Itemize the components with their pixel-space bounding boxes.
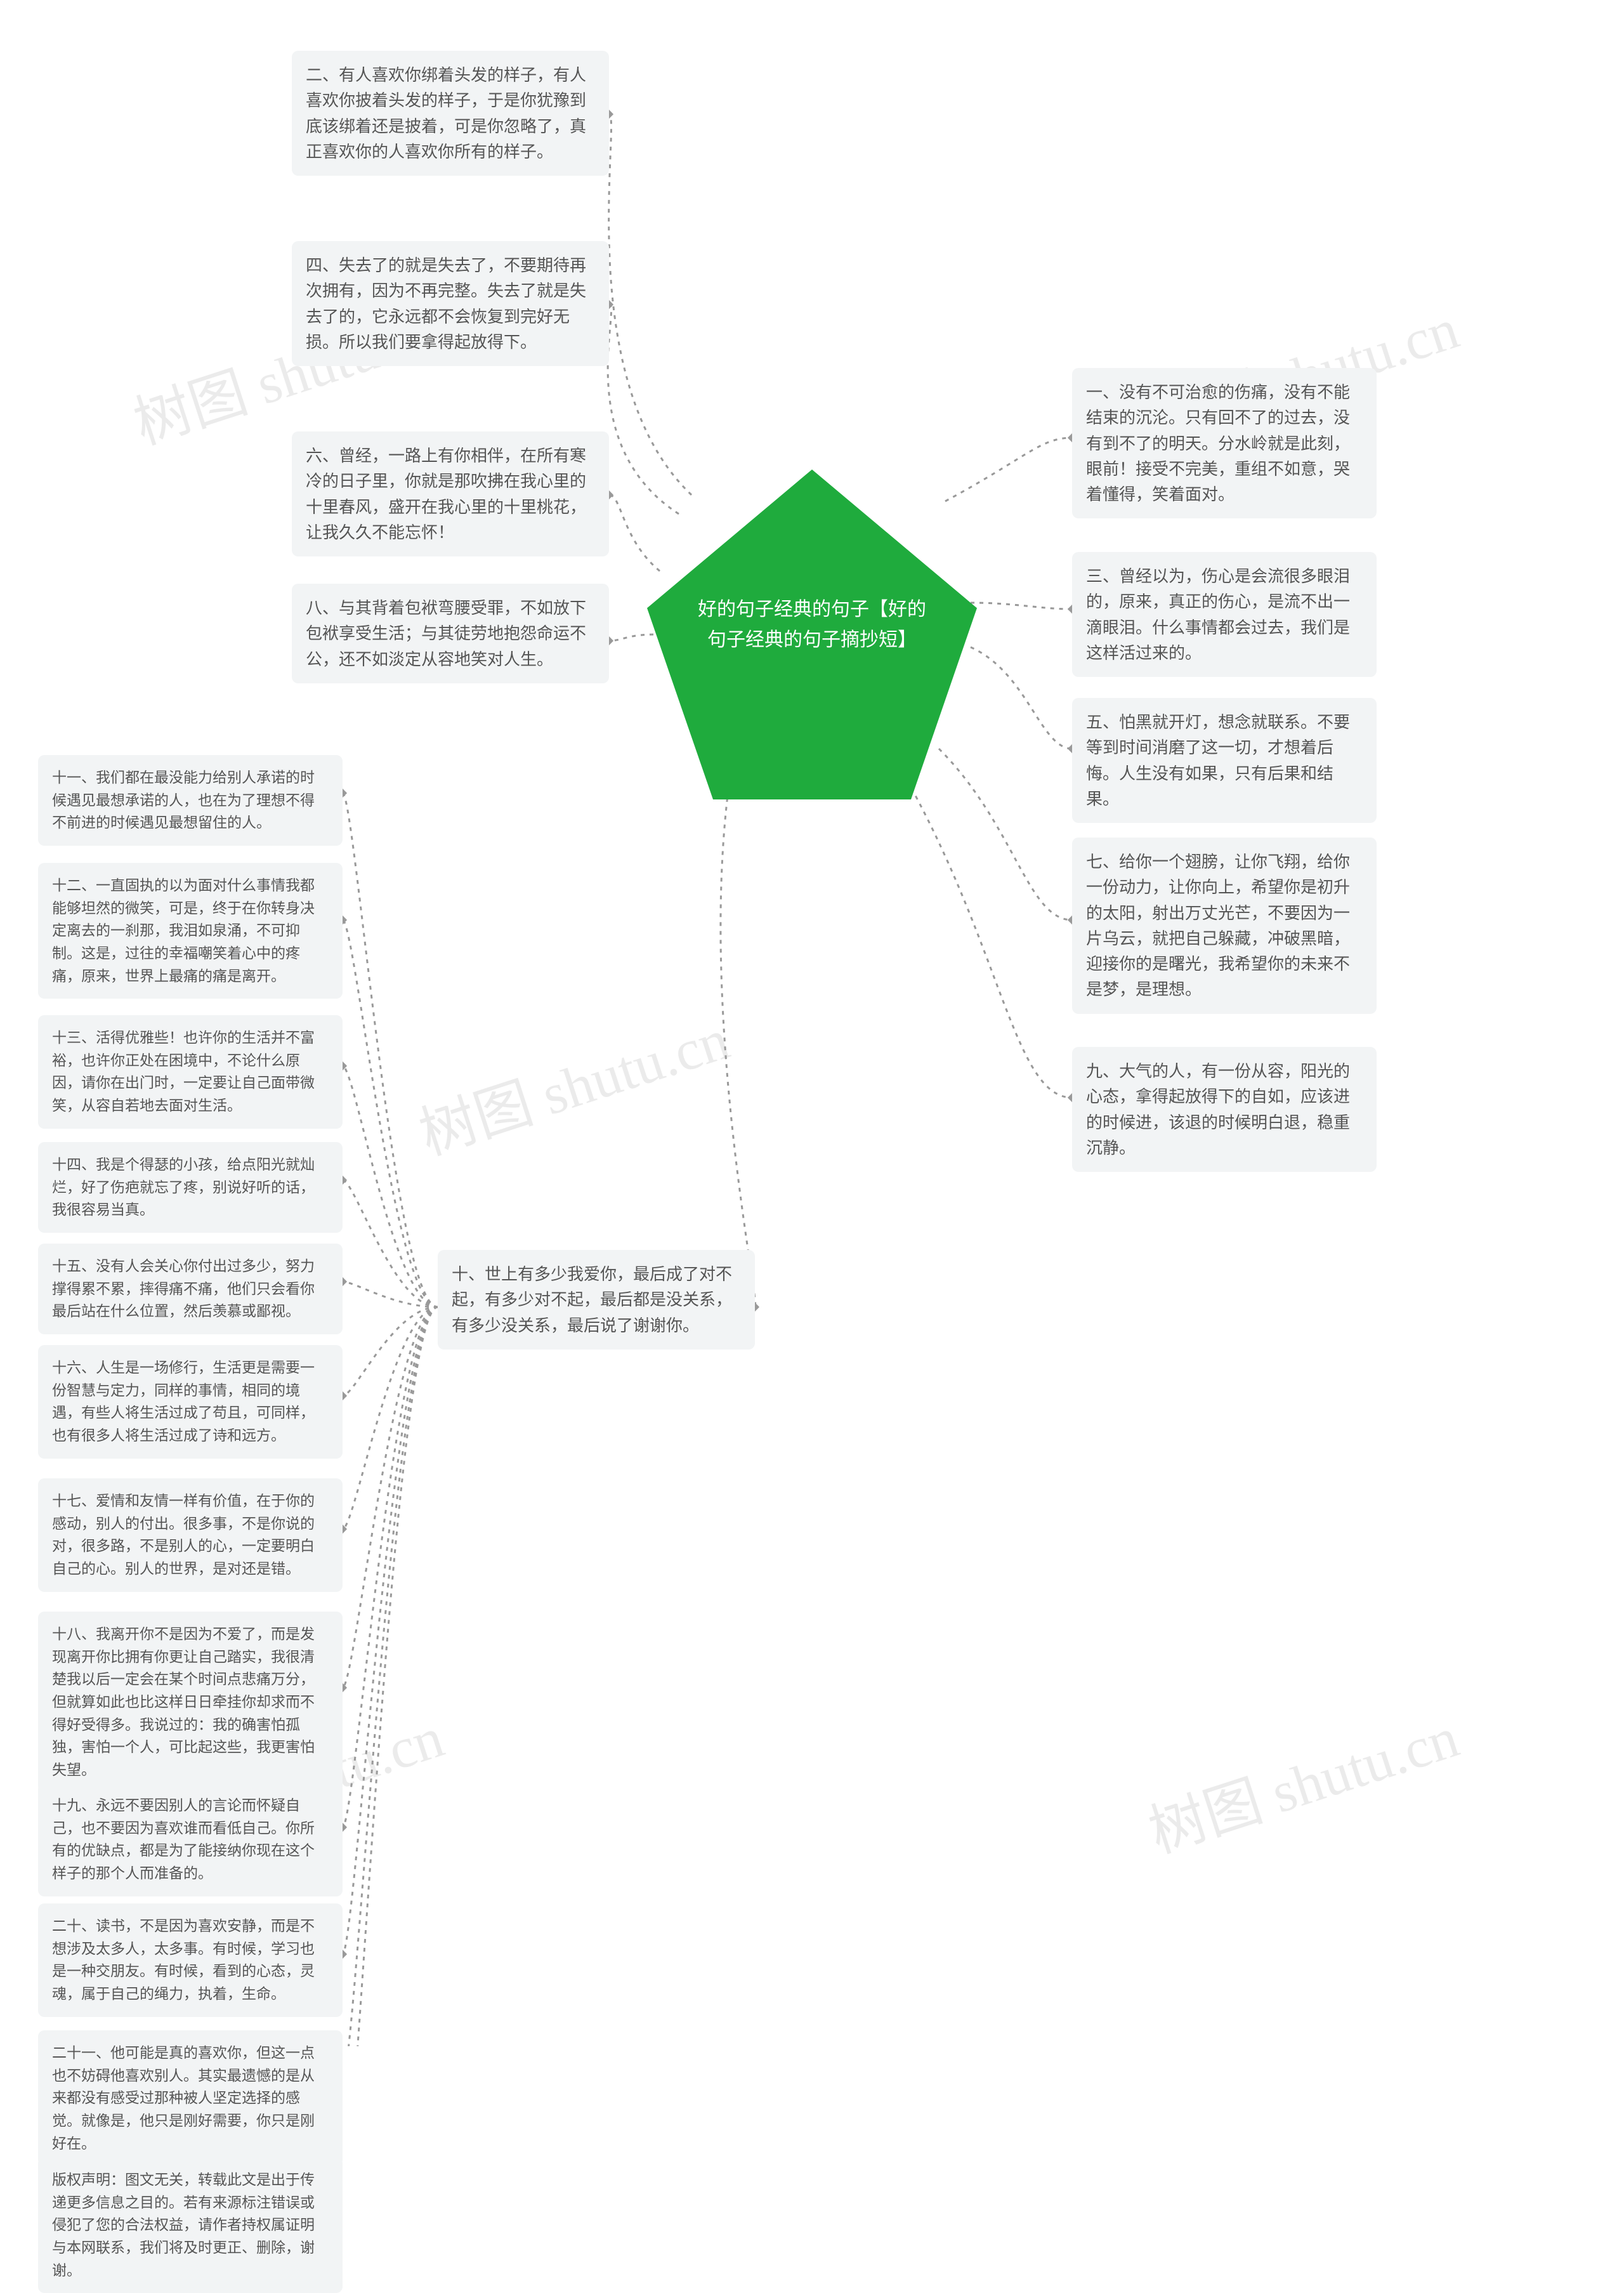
watermark: 树图 shutu.cn <box>407 993 737 1171</box>
mindmap-node[interactable]: 六、曾经，一路上有你相伴，在所有寒冷的日子里，你就是那吹拂在我心里的十里春风，盛… <box>292 431 609 556</box>
mindmap-node[interactable]: 十六、人生是一场修行，生活更是需要一份智慧与定力，同样的事情，相同的境遇，有些人… <box>38 1345 343 1459</box>
mindmap-node[interactable]: 八、与其背着包袱弯腰受罪，不如放下包袱享受生活；与其徒劳地抱怨命运不公，还不如淡… <box>292 584 609 683</box>
mindmap-node[interactable]: 十一、我们都在最没能力给别人承诺的时候遇见最想承诺的人，也在为了理想不得不前进的… <box>38 755 343 846</box>
mindmap-node[interactable]: 十、世上有多少我爱你，最后成了对不起，有多少对不起，最后都是没关系，有多少没关系… <box>438 1250 755 1350</box>
center-title: 好的句子经典的句子【好的句子经典的句子摘抄短】 <box>647 470 977 799</box>
mindmap-node[interactable]: 一、没有不可治愈的伤痛，没有不能结束的沉沦。只有回不了的过去，没有到不了的明天。… <box>1072 368 1377 518</box>
mindmap-node[interactable]: 七、给你一个翅膀，让你飞翔，给你一份动力，让你向上，希望你是初升的太阳，射出万丈… <box>1072 838 1377 1014</box>
mindmap-node[interactable]: 二十一、他可能是真的喜欢你，但这一点也不妨碍他喜欢别人。其实最遗憾的是从来都没有… <box>38 2030 343 2166</box>
mindmap-canvas: 树图 shutu.cn 树图 shutu.cn 树图 shutu.cn 树图 s… <box>0 0 1624 2046</box>
mindmap-node[interactable]: 五、怕黑就开灯，想念就联系。不要等到时间消磨了这一切，才想着后悔。人生没有如果，… <box>1072 698 1377 823</box>
mindmap-node[interactable]: 十四、我是个得瑟的小孩，给点阳光就灿烂，好了伤疤就忘了疼，别说好听的话，我很容易… <box>38 1142 343 1233</box>
mindmap-node[interactable]: 二、有人喜欢你绑着头发的样子，有人喜欢你披着头发的样子，于是你犹豫到底该绑着还是… <box>292 51 609 176</box>
mindmap-node[interactable]: 三、曾经以为，伤心是会流很多眼泪的，原来，真正的伤心，是流不出一滴眼泪。什么事情… <box>1072 552 1377 677</box>
mindmap-node[interactable]: 十八、我离开你不是因为不爱了，而是发现离开你比拥有你更让自己踏实，我很清楚我以后… <box>38 1612 343 1792</box>
mindmap-node[interactable]: 九、大气的人，有一份从容，阳光的心态，拿得起放得下的自如，应该进的时候进，该退的… <box>1072 1047 1377 1172</box>
mindmap-node[interactable]: 十九、永远不要因别人的言论而怀疑自己，也不要因为喜欢谁而看低自己。你所有的优缺点… <box>38 1783 343 1896</box>
watermark: 树图 shutu.cn <box>1137 1691 1467 1869</box>
center-node[interactable]: 好的句子经典的句子【好的句子经典的句子摘抄短】 <box>647 470 977 799</box>
copyright-node[interactable]: 版权声明：图文无关，转载此文是出于传递更多信息之目的。若有来源标注错误或侵犯了您… <box>38 2157 343 2293</box>
mindmap-node[interactable]: 十三、活得优雅些！也许你的生活并不富裕，也许你正处在困境中，不论什么原因，请你在… <box>38 1015 343 1129</box>
mindmap-node[interactable]: 十五、没有人会关心你付出过多少，努力撑得累不累，摔得痛不痛，他们只会看你最后站在… <box>38 1244 343 1334</box>
mindmap-node[interactable]: 十二、一直固执的以为面对什么事情我都能够坦然的微笑，可是，终于在你转身决定离去的… <box>38 863 343 999</box>
mindmap-node[interactable]: 十七、爱情和友情一样有价值，在于你的感动，别人的付出。很多事，不是你说的对，很多… <box>38 1478 343 1592</box>
mindmap-node[interactable]: 四、失去了的就是失去了，不要期待再次拥有，因为不再完整。失去了就是失去了的，它永… <box>292 241 609 366</box>
mindmap-node[interactable]: 二十、读书，不是因为喜欢安静，而是不想涉及太多人，太多事。有时候，学习也是一种交… <box>38 1903 343 2017</box>
